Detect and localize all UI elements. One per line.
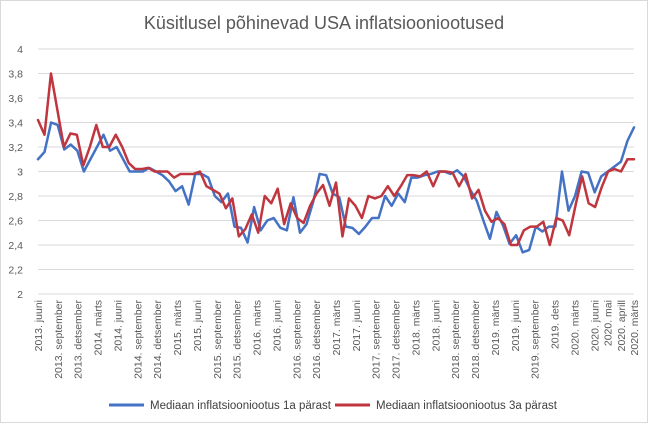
x-tick-label: 2017. märts (331, 300, 343, 355)
x-tick-label: 2019. dets (550, 300, 562, 349)
x-tick-label: 2018. juuni (430, 300, 442, 351)
y-tick-label: 4 (17, 44, 23, 56)
x-axis-ticks: 2013. juuni 2013. september 2013. detsembe… (33, 300, 641, 379)
x-tick-label: 2015. märts (172, 300, 184, 355)
y-tick-label: 2,2 (8, 265, 23, 277)
y-tick-label: 2,6 (8, 216, 23, 228)
y-tick-label: 3,4 (8, 118, 23, 130)
y-tick-label: 2,4 (8, 240, 23, 252)
x-tick-label: 2019. märts (490, 300, 502, 355)
series-line-1a (36, 121, 636, 254)
x-tick-label: 2020. aprill (616, 300, 628, 351)
x-tick-label: 2017. september (371, 300, 383, 379)
x-tick-label: 2019. juuni (510, 300, 522, 351)
x-tick-label: 2017. juuni (351, 300, 363, 351)
x-tick-label: 2015. juuni (192, 300, 204, 351)
x-tick-label: 2014. märts (93, 300, 105, 355)
chart-title: Küsitlusel põhinevad USA inflatsioonioot… (144, 13, 504, 33)
x-tick-label: 2014. detsember (152, 300, 164, 379)
gridlines (38, 48, 634, 295)
x-tick-label: 2016. märts (252, 300, 264, 355)
y-tick-label: 2 (17, 289, 23, 301)
y-tick-label: 3,8 (8, 69, 23, 81)
x-tick-label: 2013. september (53, 300, 65, 379)
y-tick-label: 3,6 (8, 93, 23, 105)
x-tick-label: 2020. märts (629, 300, 641, 355)
legend: Mediaan inflatsiooniootus 1a pärast Medi… (109, 400, 558, 412)
y-tick-label: 3,2 (8, 142, 23, 154)
y-axis-ticks: 2 2,2 2,4 2,6 2,8 3 3,2 3,4 3,6 3,8 4 (8, 44, 23, 301)
x-tick-label: 2016. september (291, 300, 303, 379)
x-tick-label: 2015. detsember (232, 300, 244, 379)
y-tick-label: 3 (17, 167, 23, 179)
x-tick-label: 2019. september (530, 300, 542, 379)
x-tick-label: 2014. juuni (112, 300, 124, 351)
x-tick-label: 2014. september (132, 300, 144, 379)
series-line-3a (36, 72, 636, 247)
x-tick-label: 2020. mai (603, 300, 615, 346)
x-tick-label: 2016. juuni (271, 300, 283, 351)
x-tick-label: 2016. detsember (311, 300, 323, 379)
legend-label-3a: Mediaan inflatsiooniootus 3a pärast (376, 400, 558, 412)
x-tick-label: 2020. märts (569, 300, 581, 355)
legend-label-1a: Mediaan inflatsiooniootus 1a pärast (150, 400, 332, 412)
x-tick-label: 2020. juuni (589, 300, 601, 351)
y-tick-label: 2,8 (8, 191, 23, 203)
x-tick-label: 2015. september (212, 300, 224, 379)
x-tick-label: 2018. detsember (470, 300, 482, 379)
x-tick-label: 2017. detsember (391, 300, 403, 379)
series-lines (36, 72, 636, 254)
x-tick-label: 2013. juuni (33, 300, 45, 351)
x-tick-label: 2013. detsember (73, 300, 85, 379)
x-tick-label: 2018. september (450, 300, 462, 379)
x-tick-label: 2018. märts (410, 300, 422, 355)
